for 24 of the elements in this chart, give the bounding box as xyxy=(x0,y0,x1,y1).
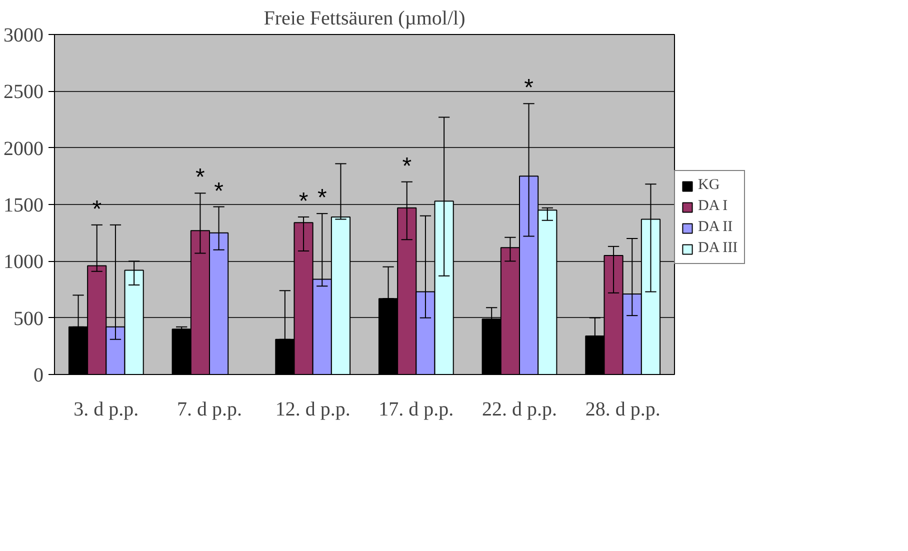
x-tick-label: 17. d p.p. xyxy=(378,398,454,420)
data-label: * xyxy=(196,164,205,192)
data-label: * xyxy=(298,188,308,215)
data-label: * xyxy=(524,74,534,102)
x-tick-label: 22. d p.p. xyxy=(482,398,557,420)
data-label: * xyxy=(402,152,412,180)
legend-label: DA II xyxy=(698,219,733,236)
y-tick-label: 3000 xyxy=(4,24,44,46)
data-label: * xyxy=(317,184,327,212)
legend-label: DA I xyxy=(698,198,728,215)
y-tick-label: 1000 xyxy=(4,251,44,274)
x-tick-label: 12. d p.p. xyxy=(275,398,350,420)
x-tick-label: 28. d p.p. xyxy=(585,398,660,420)
chart-title: Freie Fettsäuren (µmol/l) xyxy=(264,8,466,30)
y-tick-label: 500 xyxy=(14,308,44,330)
x-tick-label: 3. d p.p. xyxy=(74,398,139,420)
y-tick-label: 2500 xyxy=(4,81,44,104)
y-tick-label: 1500 xyxy=(4,194,44,216)
data-label: * xyxy=(214,178,224,205)
legend-label: DA III xyxy=(698,240,738,257)
y-tick-label: 2000 xyxy=(4,138,44,160)
legend-label: KG xyxy=(698,177,720,194)
x-tick-label: 7. d p.p. xyxy=(177,398,242,420)
y-tick-label: 0 xyxy=(34,364,44,386)
